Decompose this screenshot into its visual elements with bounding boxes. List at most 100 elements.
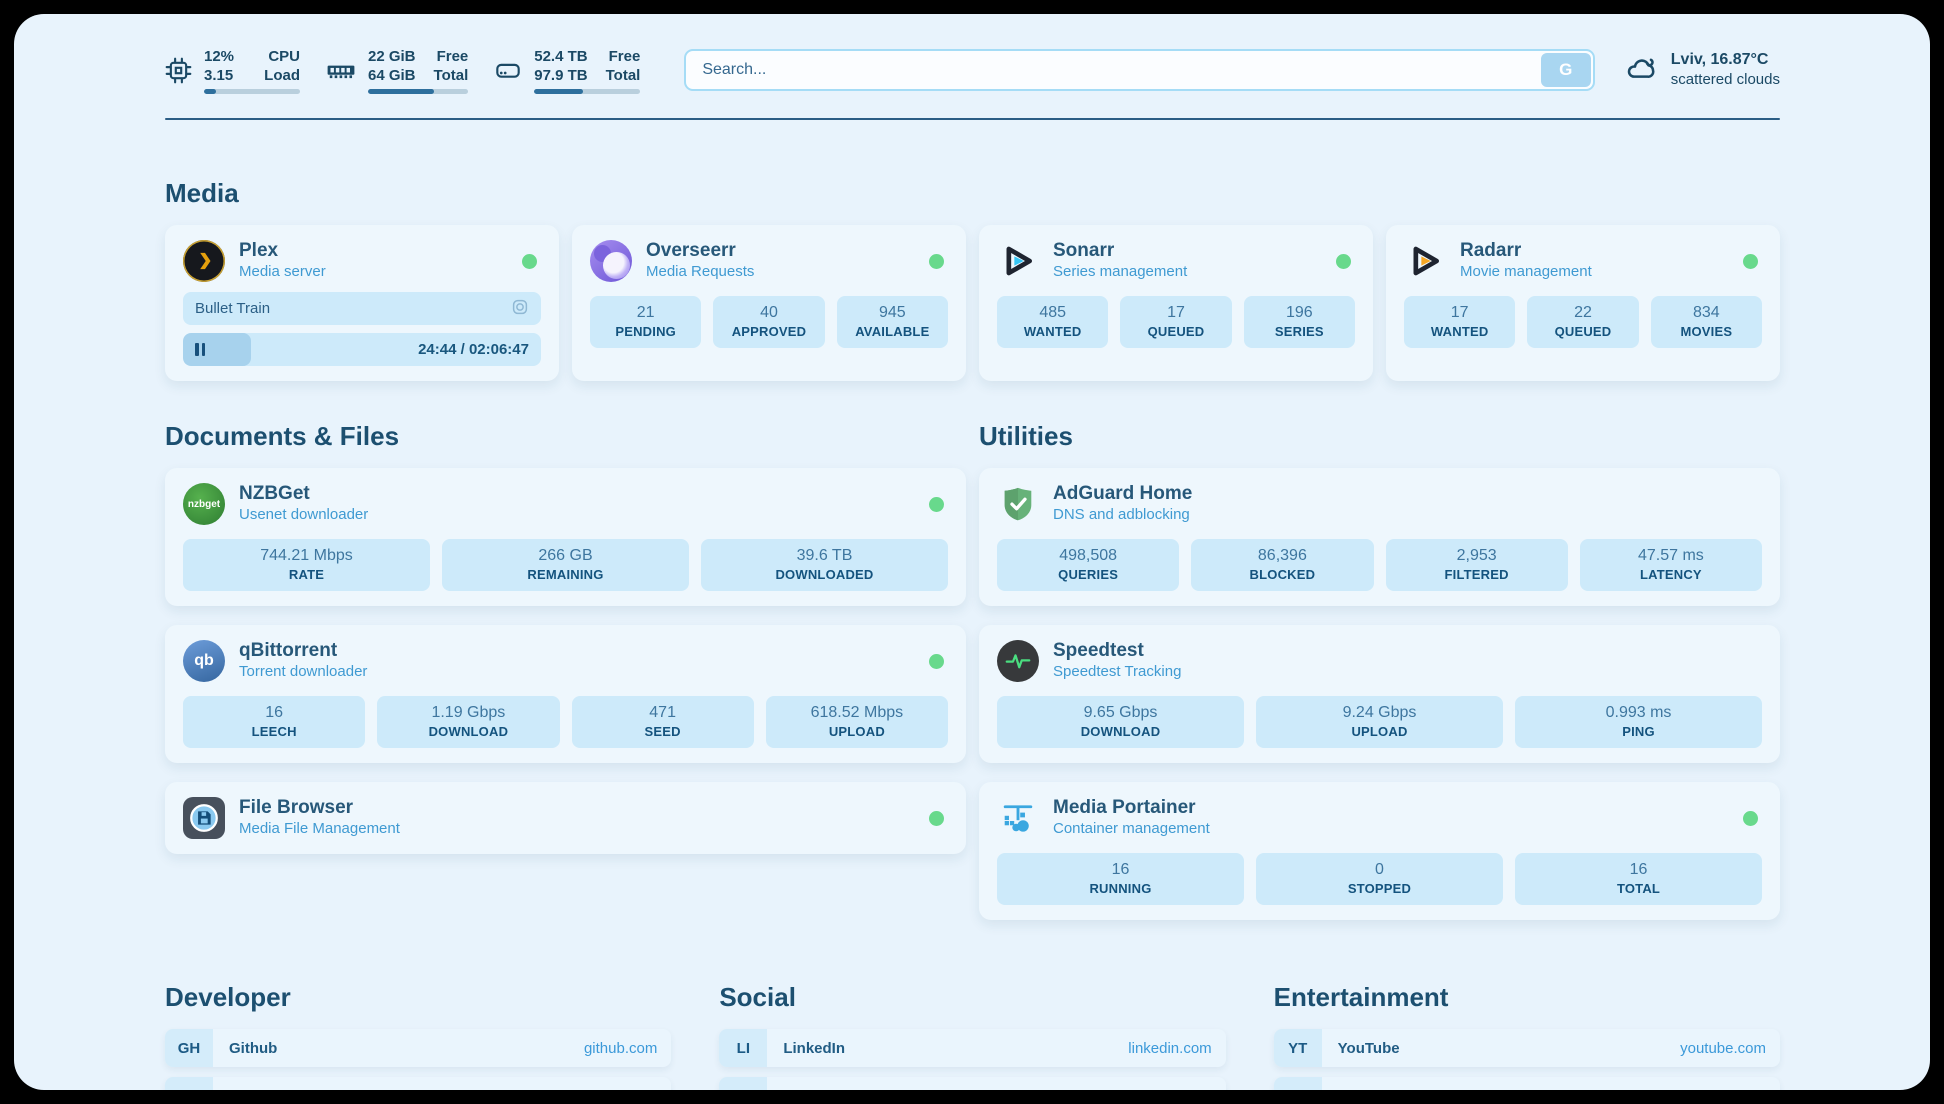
app-card-plex[interactable]: Plex Media server Bullet Train [165, 225, 559, 381]
stat-remaining: 266 GB REMAINING [442, 539, 689, 591]
link-name: YouTube [1337, 1039, 1400, 1057]
link-url: stackoverflow.com [535, 1088, 658, 1091]
cpu-stat: 12% 3.15 CPU Load [165, 47, 300, 94]
dashboard-panel: 12% 3.15 CPU Load [14, 14, 1930, 1090]
app-subtitle: Usenet downloader [239, 506, 369, 523]
cloud-icon [1623, 52, 1659, 89]
app-card-qbittorrent[interactable]: qb qBittorrent Torrent downloader 16 LEE… [165, 625, 966, 763]
social-links-section: Social LI LinkedIn linkedin.com TW Twitt… [719, 982, 1226, 1091]
disk-total-label: Total [605, 66, 641, 84]
nzbget-icon: nzbget [183, 483, 225, 525]
ram-total-value: 64 GiB [368, 66, 416, 84]
portainer-icon [997, 797, 1039, 839]
search-engine-button[interactable]: G [1540, 53, 1591, 87]
section-title-entertainment: Entertainment [1273, 982, 1449, 1012]
stat-rate: 744.21 Mbps RATE [183, 539, 430, 591]
link-name: StackOverflow [229, 1088, 333, 1091]
stat-approved: 40 APPROVED [713, 296, 825, 348]
app-subtitle: Torrent downloader [239, 663, 368, 680]
app-subtitle: Speedtest Tracking [1053, 663, 1182, 680]
ram-icon [326, 57, 356, 84]
disk-total-value: 97.9 TB [534, 66, 588, 84]
link-linkedin[interactable]: LI LinkedIn linkedin.com [719, 1029, 1226, 1067]
link-name: Twitter [783, 1088, 831, 1091]
stat-running: 16 RUNNING [997, 853, 1244, 905]
memory-stat: 22 GiB 64 GiB Free Total [326, 47, 469, 94]
ram-progress-bar [368, 88, 469, 94]
app-subtitle: Media Requests [646, 263, 755, 280]
top-bar: 12% 3.15 CPU Load [165, 44, 1780, 96]
status-dot [929, 497, 944, 512]
app-card-filebrowser[interactable]: File Browser Media File Management [165, 782, 966, 854]
section-title-utilities: Utilities [979, 421, 1073, 451]
stat-latency: 47.57 ms LATENCY [1579, 539, 1762, 591]
app-title: Media Portainer [1053, 797, 1196, 818]
app-subtitle: DNS and adblocking [1053, 506, 1190, 523]
overseerr-icon [590, 240, 632, 282]
cpu-load-value: 3.15 [204, 66, 234, 84]
app-card-overseerr[interactable]: Overseerr Media Requests 21 PENDING 40 A… [572, 225, 966, 381]
app-card-radarr[interactable]: Radarr Movie management 17 WANTED 22 QUE… [1386, 225, 1780, 381]
weather-location: Lviv, 16.87°C [1670, 51, 1769, 68]
link-url: twitter.com [1140, 1088, 1212, 1091]
section-title-media: Media [165, 178, 239, 208]
app-title: File Browser [239, 797, 354, 818]
qbittorrent-icon: qb [183, 640, 225, 682]
app-title: qBittorrent [239, 640, 338, 661]
search-bar: G [684, 49, 1595, 91]
app-subtitle: Container management [1053, 820, 1210, 837]
app-subtitle: Series management [1053, 263, 1188, 280]
search-input[interactable] [684, 49, 1595, 91]
stat-wanted: 17 WANTED [1404, 296, 1516, 348]
link-tag: LI [719, 1029, 768, 1067]
sonarr-icon [997, 240, 1039, 282]
cpu-load-label: Load [264, 66, 300, 84]
link-tag: YT [1273, 1029, 1322, 1067]
ram-free-label: Free [436, 47, 469, 65]
stat-upload: 618.52 Mbps UPLOAD [765, 696, 948, 748]
ram-total-label: Total [433, 66, 469, 84]
link-github[interactable]: GH Github github.com [165, 1029, 672, 1067]
speedtest-icon [997, 640, 1039, 682]
radarr-icon [1404, 240, 1446, 282]
cpu-usage-label: CPU [268, 47, 300, 65]
disk-free-label: Free [608, 47, 641, 65]
link-url: youtube.com [1680, 1039, 1766, 1057]
app-card-sonarr[interactable]: Sonarr Series management 485 WANTED 17 Q… [979, 225, 1373, 381]
section-title-developer: Developer [165, 982, 291, 1012]
stat-queries: 498,508 QUERIES [997, 539, 1180, 591]
pause-icon[interactable] [195, 343, 205, 356]
app-card-nzbget[interactable]: nzbget NZBGet Usenet downloader 744.21 M… [165, 468, 966, 606]
disk-free-value: 52.4 TB [534, 47, 588, 65]
app-card-speedtest[interactable]: Speedtest Speedtest Tracking 9.65 Gbps D… [979, 625, 1780, 763]
app-subtitle: Media File Management [239, 820, 400, 837]
media-grid: Plex Media server Bullet Train [165, 225, 1780, 381]
link-youtube[interactable]: YT YouTube youtube.com [1273, 1029, 1780, 1067]
status-dot [929, 654, 944, 669]
link-name: LinkedIn [783, 1039, 845, 1057]
filebrowser-icon [183, 797, 225, 839]
link-netflix[interactable]: NF Netflix netflix.com [1273, 1077, 1780, 1091]
link-twitter[interactable]: TW Twitter twitter.com [719, 1077, 1226, 1091]
app-title: Radarr [1460, 240, 1522, 261]
section-title-documents: Documents & Files [165, 421, 400, 451]
stat-wanted: 485 WANTED [997, 296, 1109, 348]
weather-widget: Lviv, 16.87°C scattered clouds [1623, 50, 1780, 90]
link-stackoverflow[interactable]: SO StackOverflow stackoverflow.com [165, 1077, 672, 1091]
cpu-usage-value: 12% [204, 47, 235, 65]
status-dot [1743, 254, 1758, 269]
app-title: Sonarr [1053, 240, 1115, 261]
stat-downloaded: 39.6 TB DOWNLOADED [701, 539, 948, 591]
app-title: Plex [239, 240, 279, 261]
now-playing-session-icon[interactable] [511, 298, 529, 320]
link-name: Github [229, 1039, 278, 1057]
stat-available: 945 AVAILABLE [836, 296, 948, 348]
link-url: netflix.com [1694, 1088, 1766, 1091]
stat-ping: 0.993 ms PING [1515, 696, 1762, 748]
status-dot [929, 254, 944, 269]
section-title-social: Social [719, 982, 796, 1012]
link-tag: NF [1273, 1077, 1322, 1090]
app-card-portainer[interactable]: Media Portainer Container management 16 … [979, 782, 1780, 920]
now-playing-title: Bullet Train [195, 300, 271, 317]
app-card-adguard[interactable]: AdGuard Home DNS and adblocking 498,508 … [979, 468, 1780, 606]
